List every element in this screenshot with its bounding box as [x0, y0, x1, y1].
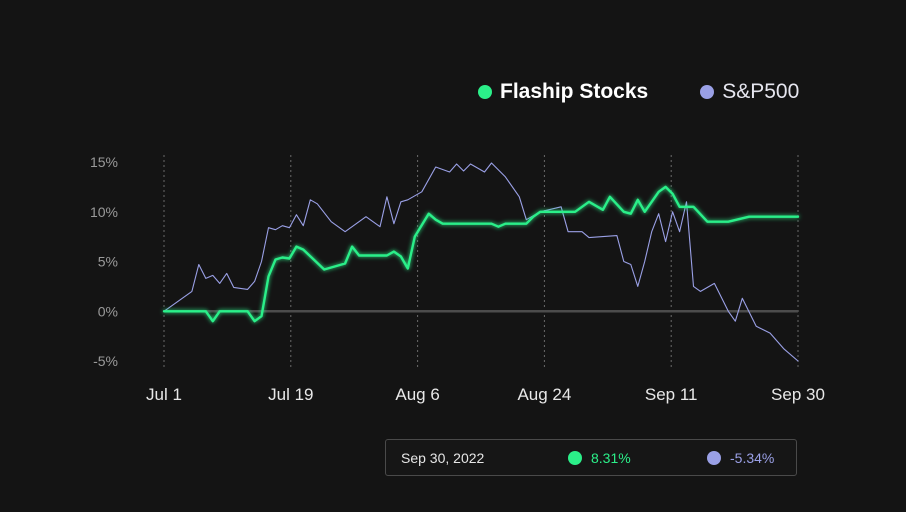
series-layer: [162, 162, 800, 362]
x-axis: Jul 1 Jul 19 Aug 6 Aug 24 Sep 11 Sep 30: [146, 385, 825, 404]
y-axis: 15% 10% 5% 0% -5%: [90, 154, 118, 369]
y-tick-label: -5%: [93, 353, 118, 369]
x-tick-label: Jul 19: [268, 385, 313, 404]
legend-dot-icon: [700, 85, 715, 99]
legend-item-sp500[interactable]: S&P500: [700, 80, 799, 104]
x-tick-label: Sep 11: [645, 385, 698, 404]
hover-tooltip: Sep 30, 2022 8.31% -5.34%: [385, 439, 797, 476]
x-tick-label: Aug 24: [517, 385, 571, 404]
legend-label: S&P500: [722, 80, 800, 103]
y-tick-label: 15%: [90, 154, 118, 170]
series-line-1: [163, 162, 799, 362]
legend-dot-icon: [478, 85, 492, 99]
tooltip-secondary-text: -5.34%: [730, 450, 775, 466]
y-tick-label: 0%: [98, 303, 118, 319]
tooltip-primary-value: 8.31%: [568, 450, 631, 466]
legend-label: Flaship Stocks: [500, 80, 649, 103]
legend-item-flaship-stocks[interactable]: Flaship Stocks: [478, 80, 648, 104]
series-line-0: [162, 185, 800, 323]
x-tick-label: Aug 6: [395, 385, 439, 404]
legend: Flaship Stocks S&P500: [478, 80, 851, 104]
dot-icon: [568, 451, 582, 465]
x-tick-label: Jul 1: [146, 385, 182, 404]
dot-icon: [707, 451, 721, 465]
tooltip-date: Sep 30, 2022: [401, 450, 485, 466]
tooltip-secondary-value: -5.34%: [707, 450, 774, 466]
x-tick-label: Sep 30: [771, 385, 825, 404]
y-tick-label: 10%: [90, 204, 118, 220]
y-tick-label: 5%: [98, 254, 118, 270]
grid: [163, 155, 799, 370]
tooltip-primary-text: 8.31%: [591, 450, 631, 466]
